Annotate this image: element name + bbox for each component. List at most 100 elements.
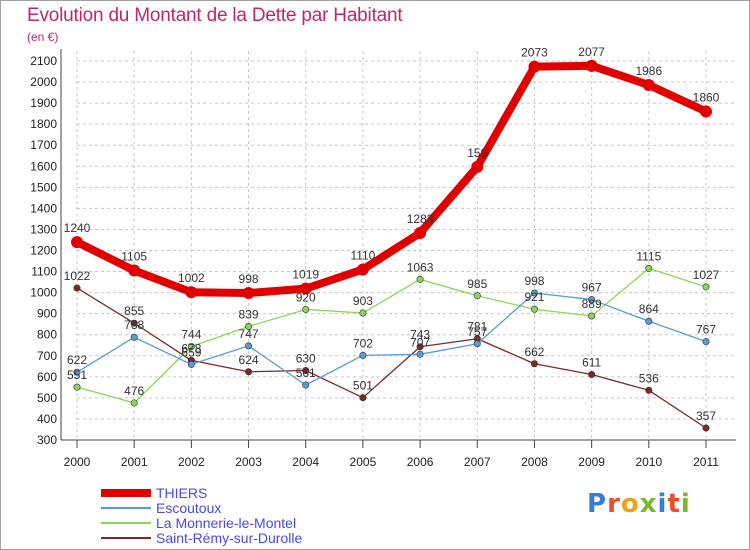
data-label: 781 xyxy=(467,320,487,334)
data-point xyxy=(73,284,81,292)
data-point xyxy=(359,309,367,317)
y-tick-label: 1100 xyxy=(31,265,57,279)
data-label: 903 xyxy=(353,294,373,308)
data-point xyxy=(416,343,424,351)
y-tick-label: 500 xyxy=(37,391,57,405)
y-tick-label: 1400 xyxy=(30,201,57,215)
data-point xyxy=(530,305,538,313)
data-label: 2077 xyxy=(578,45,605,59)
data-point xyxy=(645,264,653,272)
series-line-la-monnerie-le-montel xyxy=(76,267,707,404)
x-tick-label: 2008 xyxy=(521,455,548,469)
data-label: 1283 xyxy=(407,212,434,226)
data-label: 920 xyxy=(296,290,316,304)
data-point xyxy=(416,275,424,283)
y-tick-label: 300 xyxy=(37,433,57,447)
axis-layer: 300 400 500 600 700 800 900 1000 1100 1200 1300 140… xyxy=(30,49,736,469)
data-label: 702 xyxy=(353,336,373,350)
series-line-escoutoux xyxy=(76,292,707,386)
data-point xyxy=(645,317,653,325)
data-point xyxy=(416,350,424,358)
y-tick-label: 600 xyxy=(37,370,57,384)
data-label: 2073 xyxy=(521,46,548,60)
data-point xyxy=(185,286,198,299)
y-tick-label: 1600 xyxy=(30,159,57,173)
x-tick-label: 2007 xyxy=(464,455,491,469)
logo-letter: r xyxy=(607,489,621,519)
data-label: 678 xyxy=(181,341,201,355)
data-point xyxy=(530,289,538,297)
legend-label: La Monnerie-le-Montel xyxy=(156,515,297,531)
data-label: 1986 xyxy=(635,64,662,78)
y-tick-label: 900 xyxy=(37,307,57,321)
data-point xyxy=(642,79,655,92)
x-tick-label: 2001 xyxy=(121,455,148,469)
x-tick-label: 2006 xyxy=(407,455,434,469)
y-tick-label: 2100 xyxy=(30,54,57,68)
proxiti-logo: Proxiti xyxy=(587,489,691,519)
data-label: 788 xyxy=(124,318,144,332)
x-tick-label: 2011 xyxy=(693,455,719,469)
data-label: 501 xyxy=(353,379,373,393)
data-label: 1002 xyxy=(178,271,205,285)
y-tick-label: 1500 xyxy=(30,180,57,194)
y-tick-label: 1200 xyxy=(30,244,57,258)
y-tick-label: 800 xyxy=(37,328,57,342)
data-point xyxy=(702,338,710,346)
data-point xyxy=(528,60,541,73)
data-label: 1027 xyxy=(693,268,720,282)
data-point xyxy=(245,368,253,376)
data-label: 864 xyxy=(639,302,659,316)
y-tick-label: 2000 xyxy=(30,75,57,89)
data-point xyxy=(73,368,81,376)
logo-letter: i xyxy=(657,489,668,519)
data-label: 1063 xyxy=(407,260,434,274)
data-point xyxy=(359,394,367,402)
data-label: 985 xyxy=(467,277,487,291)
legend-label: Saint-Rémy-sur-Durolle xyxy=(156,530,303,546)
chart-subtitle: (en €) xyxy=(27,30,59,44)
y-tick-label: 1900 xyxy=(30,96,57,110)
x-tick-label: 2010 xyxy=(635,455,662,469)
data-label: 743 xyxy=(410,328,430,342)
data-point xyxy=(302,381,310,389)
data-point xyxy=(471,160,484,173)
x-tick-label: 2005 xyxy=(350,455,377,469)
data-label: 744 xyxy=(181,328,201,342)
data-point xyxy=(130,319,138,327)
data-point xyxy=(73,383,81,391)
data-label: 1022 xyxy=(64,269,91,283)
data-label: 622 xyxy=(67,353,87,367)
series-line-thiers xyxy=(73,61,710,298)
legend-label: THIERS xyxy=(156,485,208,501)
data-point xyxy=(187,360,195,368)
data-point xyxy=(356,263,369,276)
data-label: 747 xyxy=(239,327,259,341)
data-label: 757 xyxy=(467,325,487,339)
data-label: 1110 xyxy=(350,248,375,262)
data-point xyxy=(473,292,481,300)
data-label: 839 xyxy=(239,308,259,322)
series-line-saint-r-my-sur-durolle xyxy=(76,287,707,429)
y-tick-label: 700 xyxy=(37,349,57,363)
legend-swatch xyxy=(101,507,151,509)
data-label: 551 xyxy=(67,368,87,382)
x-tick-label: 2000 xyxy=(64,455,91,469)
logo-letter: x xyxy=(639,489,658,519)
legend-swatch xyxy=(101,537,151,539)
data-point xyxy=(585,59,598,72)
data-label: 611 xyxy=(582,356,601,370)
data-label: 561 xyxy=(296,366,316,380)
data-label: 624 xyxy=(239,353,259,367)
label-layer: 1240 1105 1002 998 1019 1110 1283 159 2073 2077 19… xyxy=(64,45,720,423)
legend-swatch xyxy=(101,489,151,497)
data-label: 159 xyxy=(467,146,487,160)
y-tick-label: 1300 xyxy=(30,222,57,236)
legend-swatch xyxy=(101,522,151,524)
data-point xyxy=(130,333,138,341)
data-point xyxy=(645,386,653,394)
data-point xyxy=(130,399,138,407)
x-tick-label: 2003 xyxy=(235,455,262,469)
